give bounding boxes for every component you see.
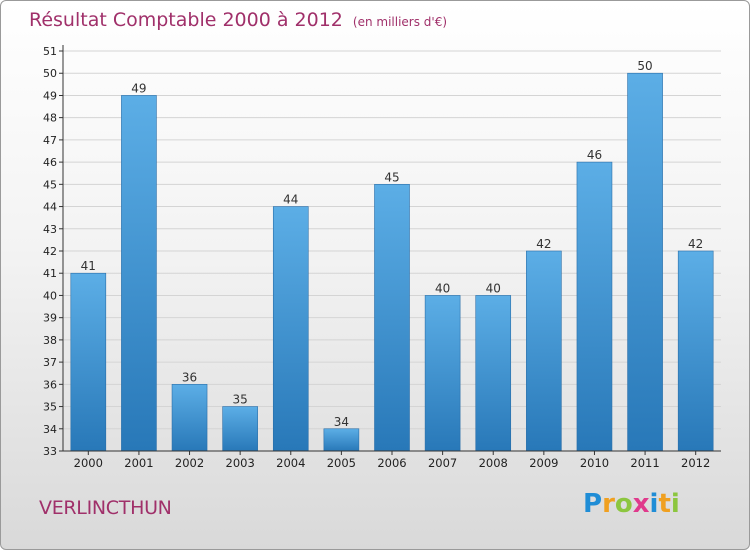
bar [475, 295, 512, 452]
axis-layer: 33 34 35 36 37 38 39 40 41 42 43 44 45 46 47 48 49 50 51 20… [43, 45, 721, 470]
logo-letter: x [632, 489, 650, 519]
y-tick-label: 49 [43, 89, 57, 102]
y-tick-label: 44 [43, 201, 57, 214]
x-tick-label: 2004 [276, 456, 305, 470]
data-label: 49 [131, 81, 146, 95]
bar [171, 384, 208, 452]
logo-letter: t [658, 489, 671, 519]
logo-letter: P [583, 489, 603, 519]
y-tick-label: 51 [43, 45, 57, 58]
data-label: 46 [587, 148, 602, 162]
x-tick-label: 2011 [630, 456, 659, 470]
chart-title-block: Résultat Comptable 2000 à 2012 (en millie… [29, 9, 447, 31]
data-label: 36 [182, 370, 197, 384]
chart-subtitle: (en milliers d'€) [352, 15, 448, 29]
x-tick-label: 2000 [74, 456, 103, 470]
bar [576, 161, 613, 452]
data-label: 42 [688, 237, 703, 251]
data-label: 40 [486, 281, 501, 295]
bar [627, 72, 663, 452]
y-tick-label: 41 [43, 267, 57, 280]
logo-letter: r [602, 489, 615, 519]
x-tick-label: 2003 [226, 456, 255, 470]
logo-letter: i [670, 489, 680, 519]
y-tick-label: 43 [43, 223, 57, 236]
y-tick-label: 34 [43, 423, 57, 436]
y-tick-label: 36 [43, 378, 57, 391]
bar [424, 295, 461, 452]
y-tick-label: 45 [43, 178, 57, 191]
y-tick-label: 37 [43, 356, 57, 369]
y-tick-label: 40 [43, 289, 57, 302]
x-tick-label: 2007 [428, 456, 457, 470]
x-tick-label: 2006 [377, 456, 406, 470]
bar [526, 250, 562, 452]
bar [272, 206, 309, 452]
labels-layer: 41 49 36 35 44 34 45 40 40 42 46 50 42 [81, 59, 704, 429]
data-label: 40 [435, 281, 450, 295]
bar [677, 250, 714, 452]
y-tick-label: 47 [43, 134, 57, 147]
x-tick-label: 2009 [529, 456, 558, 470]
bar [70, 272, 107, 452]
data-label: 35 [233, 393, 248, 407]
x-tick-label: 2008 [479, 456, 508, 470]
data-label: 44 [283, 193, 298, 207]
bar [323, 428, 360, 452]
data-label: 41 [81, 259, 96, 273]
y-tick-label: 33 [43, 445, 57, 458]
data-label: 34 [334, 415, 349, 429]
x-tick-label: 2002 [175, 456, 204, 470]
bar [121, 95, 157, 452]
y-tick-label: 38 [43, 334, 57, 347]
y-tick-label: 50 [43, 67, 57, 80]
data-label: 45 [384, 170, 399, 184]
y-tick-label: 39 [43, 312, 57, 325]
logo-letter: i [649, 489, 659, 519]
bar [374, 184, 410, 452]
x-tick-label: 2012 [681, 456, 710, 470]
y-tick-label: 46 [43, 156, 57, 169]
x-tick-label: 2010 [580, 456, 609, 470]
x-tick-label: 2001 [124, 456, 153, 470]
y-tick-label: 35 [43, 401, 57, 414]
data-label: 50 [637, 59, 652, 73]
logo-letter: o [614, 489, 633, 519]
chart-title: Résultat Comptable 2000 à 2012 [29, 9, 343, 31]
commune-name: VERLINCTHUN [39, 497, 172, 519]
bar [222, 406, 258, 452]
proxiti-logo[interactable]: Proxiti [583, 489, 680, 519]
y-tick-label: 42 [43, 245, 57, 258]
y-tick-label: 48 [43, 112, 57, 125]
data-label: 42 [536, 237, 551, 251]
bars-layer [70, 72, 714, 452]
x-tick-label: 2005 [327, 456, 356, 470]
